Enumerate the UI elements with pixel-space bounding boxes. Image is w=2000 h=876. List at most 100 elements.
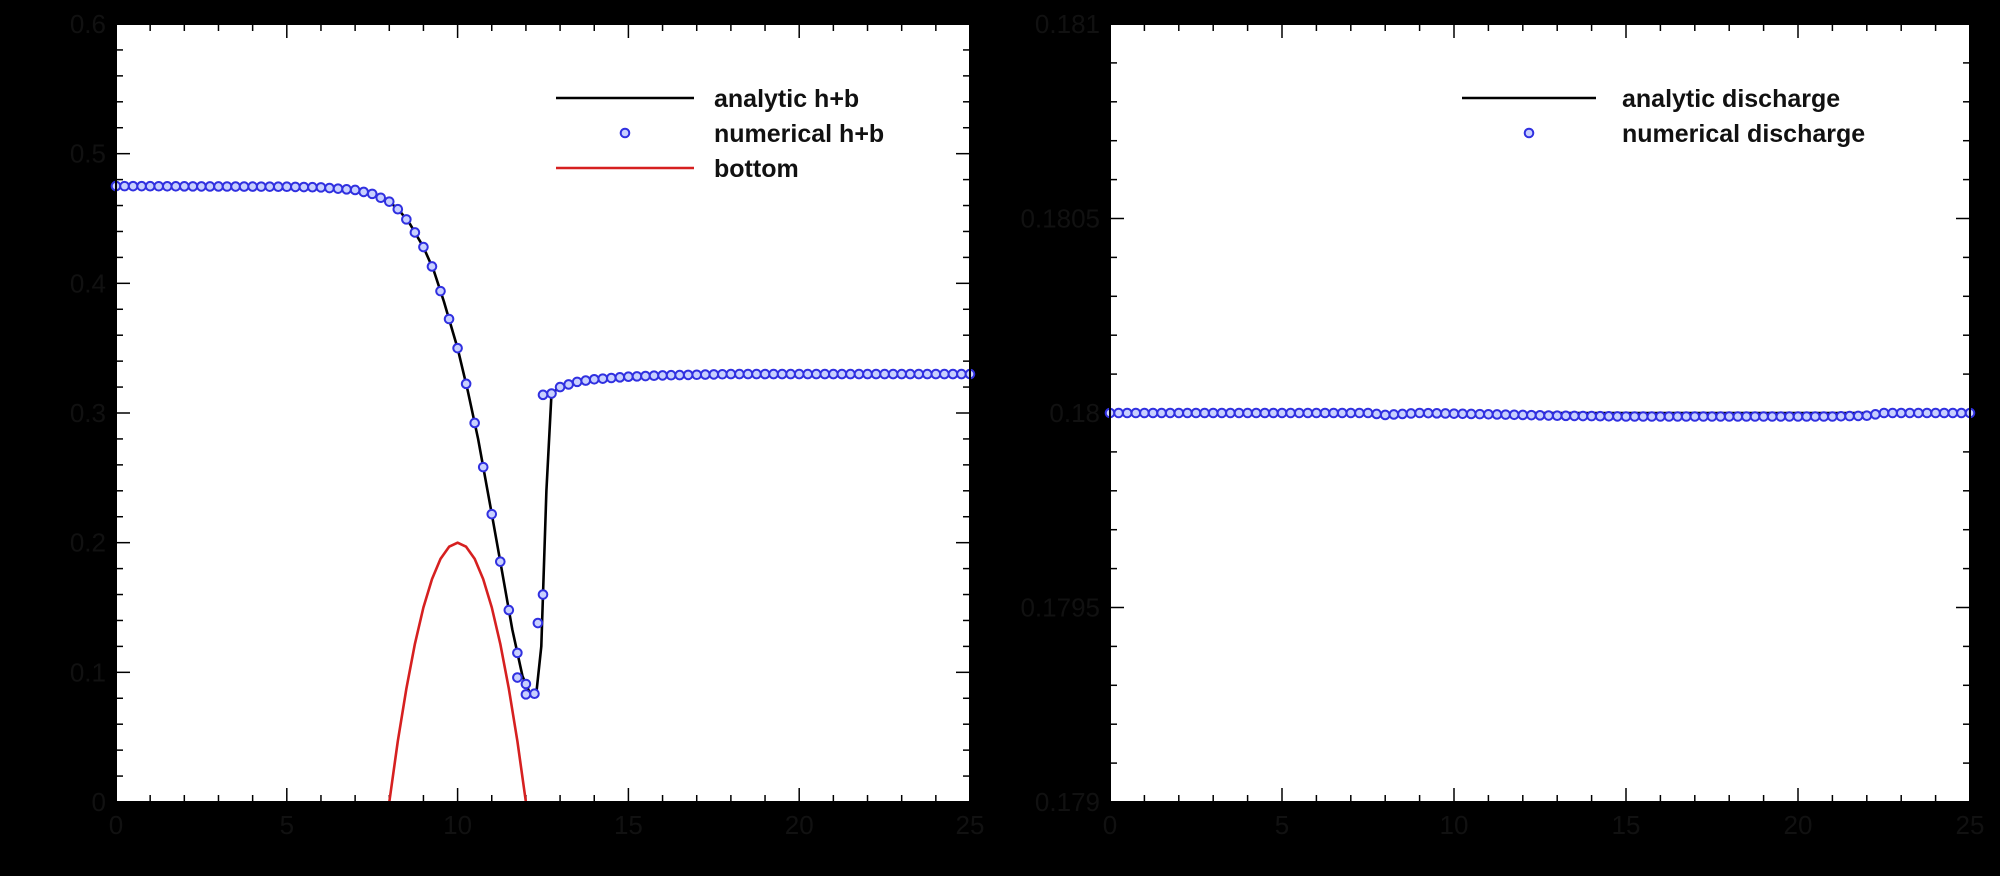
numerical-discharge-point [1345, 407, 1357, 419]
numerical-discharge-point [1336, 407, 1348, 419]
numerical-discharge-point [1680, 411, 1692, 422]
discharge-series [1104, 407, 1976, 422]
numerical-h-b-point [486, 508, 498, 520]
numerical-h-b-point [392, 203, 404, 215]
numerical-h-b-point [460, 378, 472, 390]
numerical-discharge-point [1569, 410, 1580, 422]
numerical-discharge-point [1147, 407, 1159, 419]
numerical-discharge-point [1637, 411, 1649, 422]
numerical-discharge-point [1483, 408, 1494, 420]
numerical-h-b-point [136, 180, 147, 192]
numerical-discharge-point [1233, 407, 1245, 419]
numerical-discharge-point [1938, 407, 1950, 419]
numerical-discharge-point [1242, 407, 1253, 419]
numerical-discharge-point [1698, 411, 1709, 422]
numerical-h-b-point [127, 180, 139, 192]
numerical-discharge-point [1603, 411, 1615, 422]
numerical-h-b-point [939, 368, 950, 380]
numerical-h-b-point [913, 368, 925, 380]
numerical-h-b-point [349, 184, 361, 196]
numerical-h-b-point [922, 368, 933, 380]
numerical-discharge-point [1551, 410, 1563, 422]
numerical-discharge-point [1784, 411, 1795, 422]
numerical-discharge-point [1655, 411, 1666, 422]
x-tick-label: 10 [1440, 810, 1469, 840]
numerical-discharge-point [1560, 410, 1572, 422]
numerical-h-b-point [341, 184, 352, 195]
numerical-discharge-point [1173, 407, 1185, 419]
x-tick-label: 15 [614, 810, 643, 840]
numerical-discharge-point [1543, 410, 1554, 421]
numerical-discharge-point [1715, 411, 1726, 422]
x-tick-label: 25 [1956, 810, 1985, 840]
numerical-discharge-point [1956, 407, 1967, 419]
numerical-discharge-point [1517, 409, 1529, 421]
numerical-h-b-point [298, 181, 310, 193]
numerical-h-b-point [717, 368, 728, 380]
x-tick-label: 0 [109, 810, 123, 840]
numerical-h-b-point [802, 368, 814, 380]
numerical-discharge-legend-swatch [1523, 127, 1535, 139]
numerical-discharge-point [1594, 410, 1606, 422]
numerical-h-b-point [324, 182, 335, 194]
numerical-h-b-point [546, 388, 557, 399]
numerical-discharge-point [1225, 407, 1236, 419]
y-tick-label: 0.18 [1049, 398, 1100, 428]
numerical-h-b-point [144, 180, 156, 192]
numerical-discharge-point [1190, 407, 1202, 419]
numerical-discharge-point [1302, 407, 1314, 419]
numerical-discharge-point [1646, 411, 1658, 422]
numerical-h-b-point [187, 181, 199, 192]
numerical-discharge-point [1612, 411, 1623, 422]
surface-level-legend: analytic h+b numerical h+b bottom [556, 85, 884, 183]
x-tick-label: 15 [1612, 810, 1641, 840]
numerical-discharge-point [1723, 411, 1735, 422]
numerical-discharge-point [1259, 407, 1271, 419]
numerical-discharge-point [1328, 407, 1339, 419]
numerical-h-b-point [315, 182, 327, 193]
y-tick-label: 0.1 [70, 657, 106, 687]
numerical-h-b-point [708, 369, 720, 380]
numerical-h-b-point [810, 368, 822, 380]
numerical-discharge-point [1706, 411, 1718, 422]
numerical-h-b-point [742, 368, 754, 380]
numerical-h-b-point [230, 181, 241, 192]
y-tick-label: 0.181 [1035, 9, 1100, 39]
numerical-h-b-point [532, 617, 544, 629]
numerical-discharge-point [1414, 407, 1425, 419]
numerical-h-b-point [862, 368, 873, 380]
numerical-h-b-point [213, 181, 224, 192]
numerical-discharge-point [1311, 407, 1322, 419]
numerical-discharge-point [1268, 407, 1279, 419]
numerical-h-b-point [853, 368, 865, 380]
numerical-discharge-point [1319, 407, 1331, 419]
y-tick-label: 0.6 [70, 9, 106, 39]
numerical-h-b-point [435, 285, 446, 297]
surface-level-chart: 0 5 10 15 20 25 0 0.1 0.2 0.3 0.4 0.5 0.6 analytic h… [6, 9, 984, 869]
numerical-discharge-point [1207, 407, 1219, 419]
numerical-h-b-point [537, 389, 549, 401]
numerical-discharge-point [1199, 407, 1210, 419]
numerical-h-b-point [725, 368, 737, 380]
numerical-h-b-point [307, 181, 318, 193]
numerical-h-b-point [896, 368, 907, 380]
numerical-discharge-point [1827, 411, 1838, 422]
numerical-discharge-point [1775, 411, 1787, 422]
numerical-h-b-point [793, 368, 805, 380]
numerical-discharge-point [1766, 411, 1778, 422]
y-tick-label: 0.2 [70, 528, 106, 558]
surface-level-y-axis-title: Surface level [6, 320, 39, 505]
numerical-discharge-point [1758, 411, 1769, 422]
numerical-discharge-point [1577, 410, 1589, 422]
surface-level-ticks: 0 5 10 15 20 25 0 0.1 0.2 0.3 0.4 0.5 0.6 [70, 9, 985, 840]
numerical-h-b-point [887, 368, 899, 380]
analytic-discharge-legend-label: analytic discharge [1622, 85, 1840, 113]
numerical-discharge-point [1379, 409, 1391, 421]
numerical-h-b-point [469, 417, 480, 429]
numerical-h-b-point [836, 368, 848, 380]
numerical-discharge-point [1844, 410, 1855, 422]
x-tick-label: 0 [1103, 810, 1117, 840]
numerical-discharge-legend-label: numerical discharge [1622, 120, 1865, 148]
numerical-h-b-point [452, 342, 463, 354]
